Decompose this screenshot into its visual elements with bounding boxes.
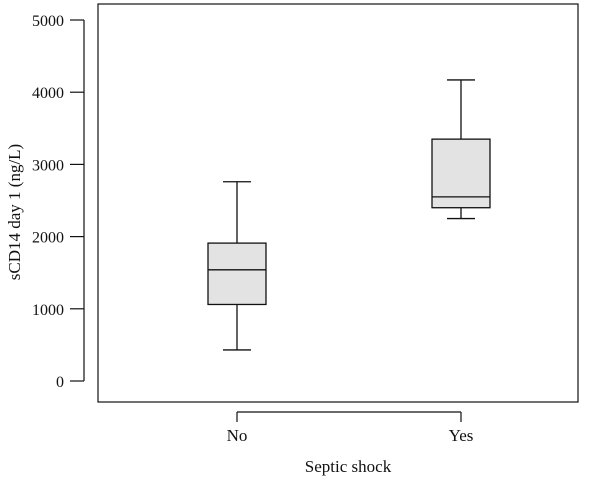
box-no [207, 181, 267, 351]
x-axis-label: Septic shock [305, 457, 392, 476]
x-tick-label: Yes [449, 426, 474, 445]
y-tick-label: 3000 [32, 157, 64, 174]
x-tick-label: No [227, 426, 248, 445]
box-yes [431, 79, 491, 220]
plot-frame [97, 3, 579, 403]
y-axis: 0 1000 2000 3000 4000 5000 [32, 13, 85, 391]
y-tick-label: 1000 [32, 302, 64, 319]
y-axis-label: sCD14 day 1 (ng/L) [5, 144, 24, 280]
y-tick-label: 4000 [32, 85, 64, 102]
box-series [207, 79, 491, 351]
y-tick-label: 2000 [32, 230, 64, 247]
y-tick-label: 5000 [32, 13, 64, 30]
x-axis: No Yes [227, 411, 474, 445]
y-tick-label: 0 [56, 374, 64, 391]
iqr-box [207, 242, 267, 306]
